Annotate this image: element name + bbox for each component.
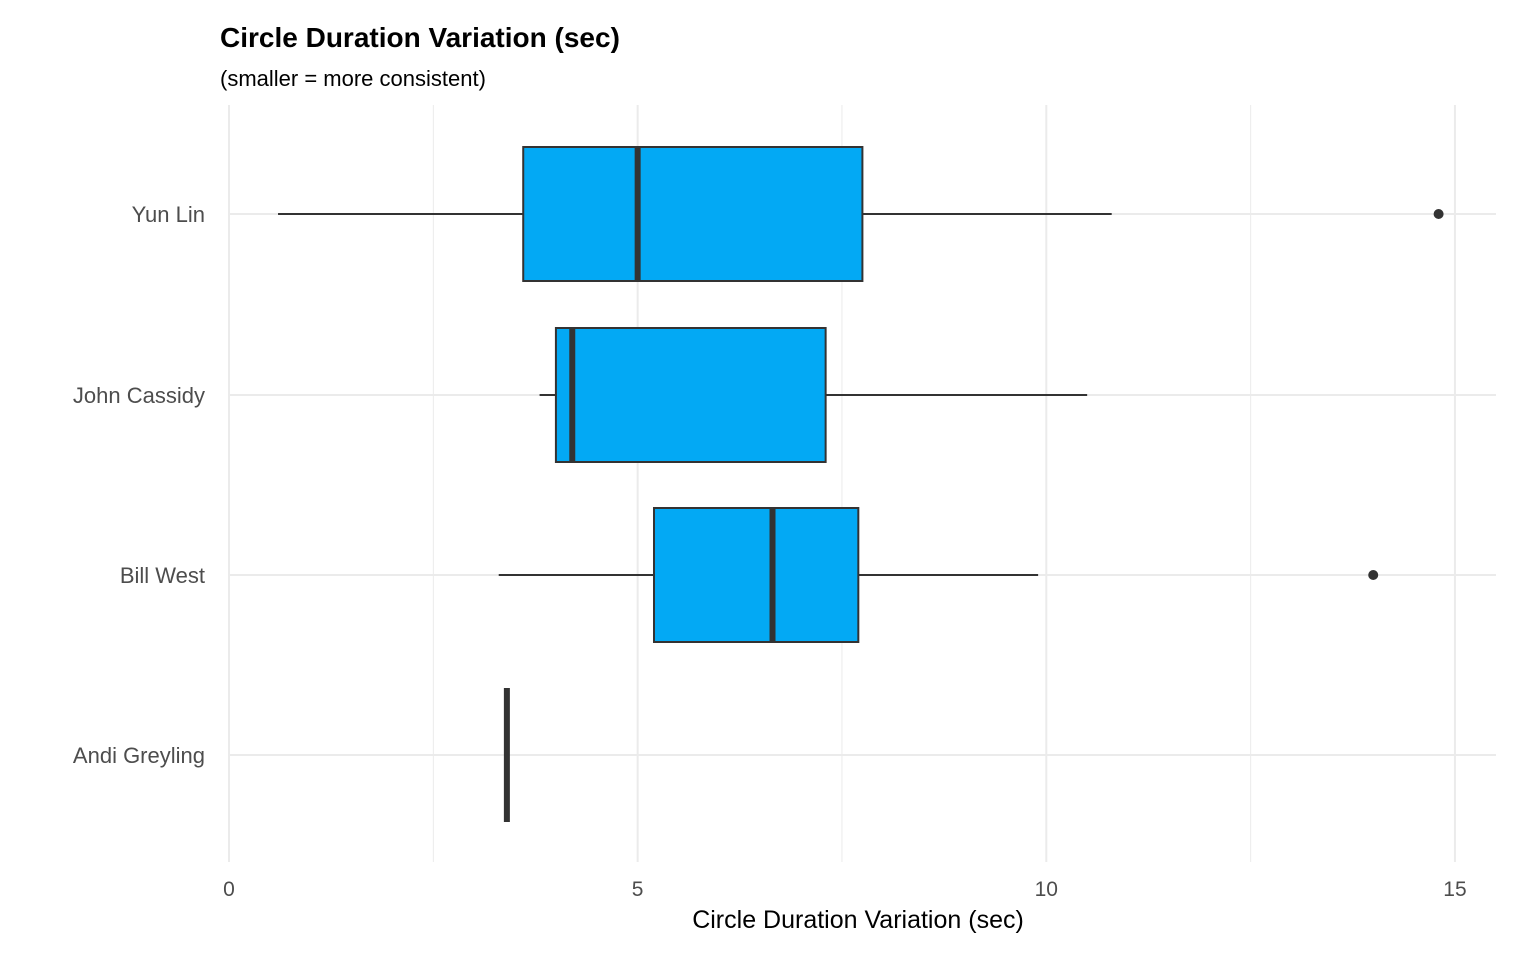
x-tick-label: 10 [1035, 878, 1058, 901]
x-axis-title: Circle Duration Variation (sec) [692, 906, 1024, 934]
y-tick-label: John Cassidy [73, 383, 205, 408]
outlier-point [1368, 570, 1379, 580]
x-tick-label: 5 [632, 878, 644, 901]
y-tick-label: Andi Greyling [73, 743, 205, 768]
iqr-box [652, 507, 860, 643]
y-tick-label: Yun Lin [132, 202, 205, 227]
box-john-cassidy [539, 327, 1088, 463]
y-tick-label: Bill West [120, 563, 205, 588]
chart-subtitle: (smaller = more consistent) [220, 66, 486, 91]
iqr-box [554, 327, 827, 463]
x-tick-label: 15 [1443, 878, 1466, 901]
boxes [278, 146, 1444, 822]
iqr-box [522, 146, 864, 282]
x-tick-label: 0 [223, 878, 235, 901]
axis-ticks: 0 5 10 15 Yun Lin John Cassidy Bill West Andi G… [73, 202, 1467, 901]
box-bill-west [498, 507, 1379, 643]
box-yun-lin [278, 146, 1444, 282]
outlier-point [1433, 209, 1444, 219]
chart-title: Circle Duration Variation (sec) [220, 22, 620, 53]
